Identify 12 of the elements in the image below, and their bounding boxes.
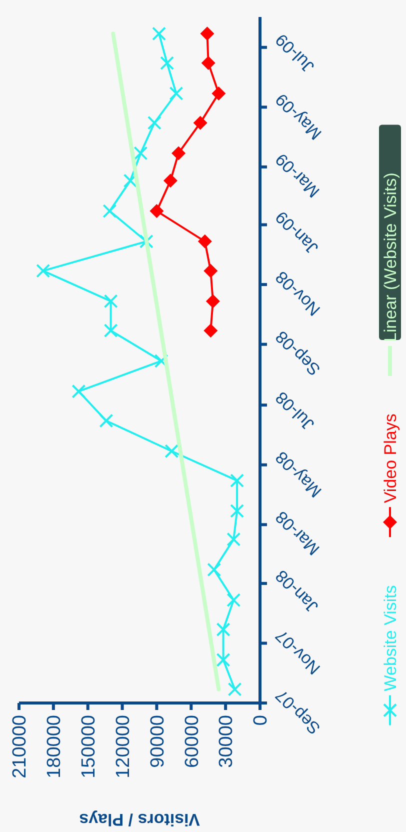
x-tick-label: 60000 — [182, 715, 203, 768]
text: Linear (Website Visits) — [380, 172, 400, 342]
x-tick-label: 0 — [250, 715, 272, 726]
x-tick-label: 150000 — [78, 715, 100, 778]
text: Video Plays — [380, 414, 400, 504]
x-tick-label: 30000 — [216, 715, 238, 768]
x-tick-label: 120000 — [112, 715, 134, 778]
x-axis-title: Visitors / Plays — [79, 810, 200, 829]
x-tick-label: 180000 — [44, 715, 66, 778]
x-tick-label: 90000 — [147, 715, 168, 768]
text: Website Visits — [380, 585, 400, 692]
x-tick-label: 210000 — [10, 715, 31, 778]
